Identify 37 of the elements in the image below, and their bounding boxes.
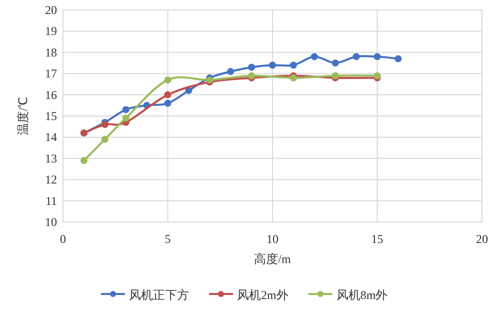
y-tick-label: 16 xyxy=(45,88,57,102)
y-tick-label: 19 xyxy=(45,24,57,38)
point xyxy=(290,62,297,69)
y-tick-label: 10 xyxy=(45,215,57,229)
point xyxy=(269,62,276,69)
x-axis-title: 高度/m xyxy=(254,252,292,266)
point xyxy=(352,53,360,60)
x-tick-label: 5 xyxy=(164,232,171,246)
point xyxy=(394,55,402,62)
point xyxy=(332,60,339,66)
point xyxy=(122,106,130,114)
legend-label: 风机2m外 xyxy=(237,288,288,302)
point xyxy=(248,64,256,71)
y-tick-label: 17 xyxy=(45,66,57,81)
y-tick-label: 18 xyxy=(45,45,57,60)
x-tick-label: 10 xyxy=(266,232,278,246)
y-axis-title: 温度/℃ xyxy=(16,96,30,136)
y-tick-label: 14 xyxy=(45,130,57,144)
legend-label: 风机正下方 xyxy=(129,288,189,302)
x-tick-label: 15 xyxy=(371,232,384,246)
point xyxy=(164,91,172,98)
point xyxy=(80,157,88,164)
point xyxy=(164,100,172,107)
point xyxy=(164,76,172,84)
legend-label: 风机8m外 xyxy=(336,288,388,302)
point xyxy=(122,114,130,122)
y-tick-label: 13 xyxy=(45,151,57,166)
y-tick-label: 12 xyxy=(45,172,57,187)
y-tick-label: 11 xyxy=(45,194,57,208)
y-tick-label: 15 xyxy=(45,109,57,123)
point xyxy=(374,53,381,60)
x-tick-label: 0 xyxy=(60,232,66,246)
point xyxy=(227,68,234,75)
point xyxy=(101,136,108,143)
x-tick-label: 20 xyxy=(476,232,488,246)
y-tick-label: 20 xyxy=(45,3,57,17)
point xyxy=(310,53,318,60)
